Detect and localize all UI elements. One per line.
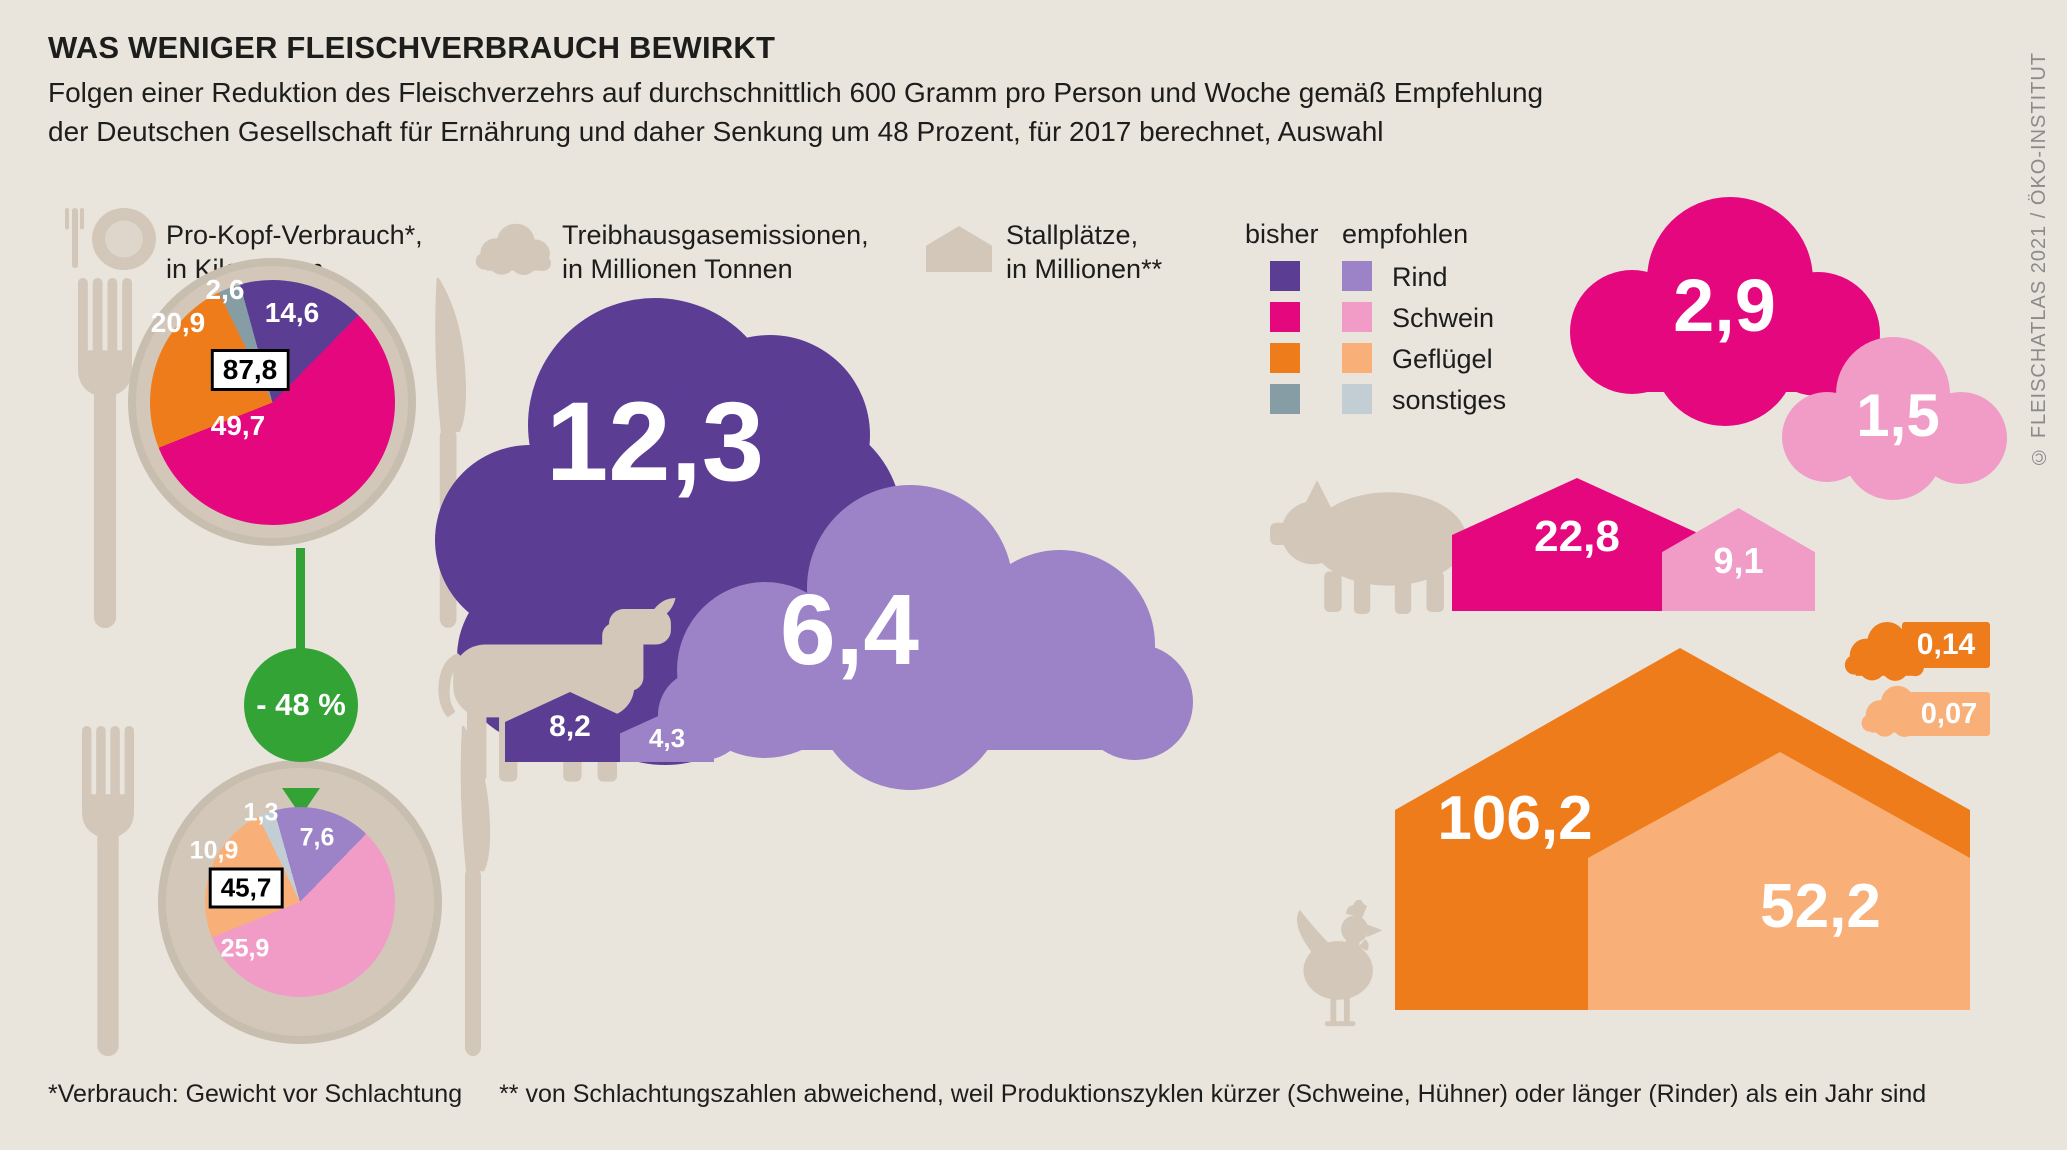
subtitle-line-2: der Deutschen Gesellschaft für Ernährung… (48, 116, 1384, 147)
stables-value-schwein-empfohlen: 9,1 (1713, 540, 1764, 581)
legend-col-bisher: bisher (1245, 219, 1319, 249)
fork-icon (82, 726, 134, 1056)
pie-empfohlen-total-badge: 45,7 (208, 867, 284, 909)
pie-bisher-value-schwein: 49,7 (210, 410, 266, 441)
barn-icon (926, 226, 992, 272)
page-title: WAS WENIGER FLEISCHVERBRAUCH BEWIRKT (48, 30, 776, 65)
pie-bisher-value-rind: 14,6 (264, 297, 320, 328)
legend-swatch-sonstiges-bisher (1270, 384, 1300, 414)
emissions-cloud-schwein-bisher (1570, 197, 1880, 426)
consumption-label-line-1: Pro-Kopf-Verbrauch*, (166, 220, 423, 250)
pie-bisher (150, 280, 395, 525)
reduction-arrow-head (282, 788, 320, 816)
stable-gefluegel-empfohlen (1588, 752, 1970, 1010)
fork-icon (78, 278, 132, 628)
stables-value-rind-empfohlen: 4,3 (648, 723, 686, 753)
stables-value-rind-bisher: 8,2 (549, 710, 591, 743)
legend-label-gefluegel: Geflügel (1392, 344, 1493, 374)
emissions-value-schwein-empfohlen: 1,5 (1856, 382, 1940, 449)
stables-label-line-2: in Millionen** (1006, 254, 1163, 284)
reduction-label: - 48 % (256, 687, 346, 722)
legend-swatch-rind-empfohlen (1342, 261, 1372, 291)
pie-bisher-total-badge: 87,8 (210, 349, 290, 391)
legend-swatch-gefluegel-bisher (1270, 343, 1300, 373)
pie-empfohlen-value-schwein: 25,9 (220, 934, 270, 963)
legend-swatch-schwein-empfohlen (1342, 302, 1372, 332)
pie-bisher-value-sonstiges: 2,6 (205, 274, 245, 305)
stables-section-label: Stallplätze, in Millionen** (1006, 218, 1162, 286)
emissions-value-gefluegel-bisher: 0,14 (1902, 622, 1990, 668)
emissions-value-schwein-bisher: 2,9 (1673, 264, 1776, 347)
emissions-cloud-rind-empfohlen (658, 485, 1193, 790)
emissions-value-rind-empfohlen: 6,4 (779, 574, 919, 686)
stables-value-gefluegel-empfohlen: 52,2 (1760, 872, 1881, 941)
footnote: *Verbrauch: Gewicht vor Schlachtung ** v… (48, 1080, 1926, 1109)
pie-empfohlen-value-rind: 7,6 (299, 823, 335, 852)
legend-label-rind: Rind (1392, 262, 1448, 292)
legend-col-empfohlen: empfohlen (1342, 219, 1469, 249)
legend-swatch-rind-bisher (1270, 261, 1300, 291)
stables-label-line-1: Stallplätze, (1006, 220, 1139, 250)
pie-bisher-value-gefluegel: 20,9 (150, 307, 206, 338)
credit: © FLEISCHATLAS 2021 / ÖKO-INSTITUT (2028, 52, 2050, 468)
emissions-section-label: Treibhausgasemissionen, in Millionen Ton… (562, 218, 869, 286)
subtitle-line-1: Folgen einer Reduktion des Fleischverzeh… (48, 77, 1544, 108)
pie-empfohlen-value-sonstiges: 1,3 (243, 798, 279, 827)
cloud-icon (475, 223, 551, 275)
reduction-badge: - 48 % (244, 648, 358, 762)
footnote-stables: ** von Schlachtungszahlen abweichend, we… (499, 1080, 1927, 1108)
legend-swatch-schwein-bisher (1270, 302, 1300, 332)
legend-swatch-sonstiges-empfohlen (1342, 384, 1372, 414)
legend-label-schwein: Schwein (1392, 303, 1495, 333)
legend-label-sonstiges: sonstiges (1392, 385, 1507, 415)
stables-value-schwein-bisher: 22,8 (1534, 512, 1620, 561)
plate-cutlery-icon (65, 207, 156, 271)
hen-icon (1296, 900, 1383, 1027)
legend-swatch-gefluegel-empfohlen (1342, 343, 1372, 373)
emissions-label-line-1: Treibhausgasemissionen, (562, 220, 869, 250)
emissions-value-rind-bisher: 12,3 (546, 379, 764, 504)
pie-empfohlen-value-gefluegel: 10,9 (189, 836, 239, 865)
footnote-consumption: *Verbrauch: Gewicht vor Schlachtung (48, 1080, 463, 1108)
emissions-value-gefluegel-empfohlen: 0,07 (1908, 692, 1990, 736)
emissions-cloud-schwein-empfohlen (1782, 337, 2007, 500)
stables-value-gefluegel-bisher: 106,2 (1437, 784, 1593, 853)
emissions-label-line-2: in Millionen Tonnen (562, 254, 793, 284)
